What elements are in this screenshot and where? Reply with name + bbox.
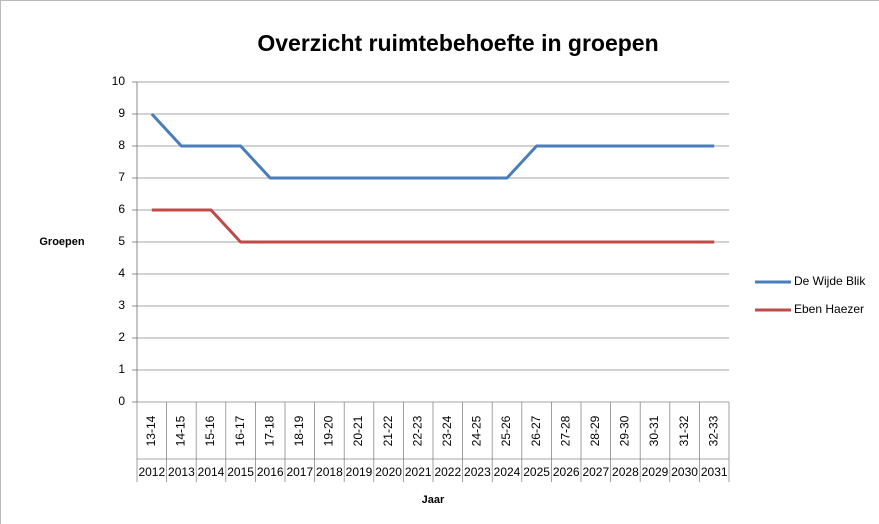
x-tick-label: 15-16 xyxy=(203,415,217,446)
x-tick-label: 18-19 xyxy=(292,415,306,446)
x-group-label: 2024 xyxy=(494,465,521,479)
x-group-label: 2029 xyxy=(642,465,669,479)
x-group-label: 2019 xyxy=(346,465,373,479)
y-tick-label: 6 xyxy=(118,202,125,216)
x-tick-label: 16-17 xyxy=(233,415,247,446)
chart-title: Overzicht ruimtebehoefte in groepen xyxy=(257,30,658,56)
y-tick-label: 2 xyxy=(118,330,125,344)
x-tick-label: 26-27 xyxy=(529,415,543,446)
legend-label: Eben Haezer xyxy=(794,302,864,316)
y-tick-label: 7 xyxy=(118,170,125,184)
x-tick-label: 29-30 xyxy=(618,415,632,446)
x-tick-label: 21-22 xyxy=(381,415,395,446)
x-group-label: 2026 xyxy=(553,465,580,479)
y-tick-label: 0 xyxy=(118,394,125,408)
y-tick-label: 1 xyxy=(118,362,125,376)
x-tick-label: 19-20 xyxy=(322,415,336,446)
x-tick-label: 24-25 xyxy=(470,415,484,446)
y-tick-label: 4 xyxy=(118,266,125,280)
x-group-label: 2022 xyxy=(434,465,461,479)
x-tick-label: 13-14 xyxy=(144,415,158,446)
x-tick-label: 31-32 xyxy=(677,415,691,446)
x-tick-label: 14-15 xyxy=(174,415,188,446)
x-group-label: 2013 xyxy=(168,465,195,479)
x-group-label: 2021 xyxy=(405,465,432,479)
x-tick-label: 22-23 xyxy=(410,415,424,446)
x-group-label: 2018 xyxy=(316,465,343,479)
x-axis-title: Jaar xyxy=(422,494,445,506)
y-tick-label: 5 xyxy=(118,234,125,248)
x-tick-label: 32-33 xyxy=(706,415,720,446)
x-tick-label: 17-18 xyxy=(262,415,276,446)
x-group-label: 2015 xyxy=(227,465,254,479)
line-series xyxy=(150,112,715,180)
x-group-label: 2030 xyxy=(671,465,698,479)
y-tick-label: 9 xyxy=(118,106,125,120)
x-tick-label: 28-29 xyxy=(588,415,602,446)
x-tick-label: 27-28 xyxy=(558,415,572,446)
x-tick-label: 25-26 xyxy=(499,415,513,446)
line-series xyxy=(151,208,715,244)
x-group-label: 2028 xyxy=(612,465,639,479)
x-tick-label: 30-31 xyxy=(647,415,661,446)
y-tick-label: 8 xyxy=(118,138,125,152)
legend-label: De Wijde Blik xyxy=(794,274,866,288)
x-group-label: 2014 xyxy=(198,465,225,479)
x-group-label: 2031 xyxy=(701,465,728,479)
x-group-label: 2023 xyxy=(464,465,491,479)
x-group-label: 2012 xyxy=(138,465,165,479)
y-axis-title: Groepen xyxy=(39,236,85,248)
x-group-label: 2027 xyxy=(582,465,609,479)
x-group-label: 2016 xyxy=(257,465,284,479)
x-group-label: 2025 xyxy=(523,465,550,479)
y-tick-label: 10 xyxy=(112,74,126,88)
x-tick-label: 20-21 xyxy=(351,415,365,446)
x-group-label: 2020 xyxy=(375,465,402,479)
y-tick-label: 3 xyxy=(118,298,125,312)
x-tick-label: 23-24 xyxy=(440,415,454,446)
x-group-label: 2017 xyxy=(286,465,313,479)
